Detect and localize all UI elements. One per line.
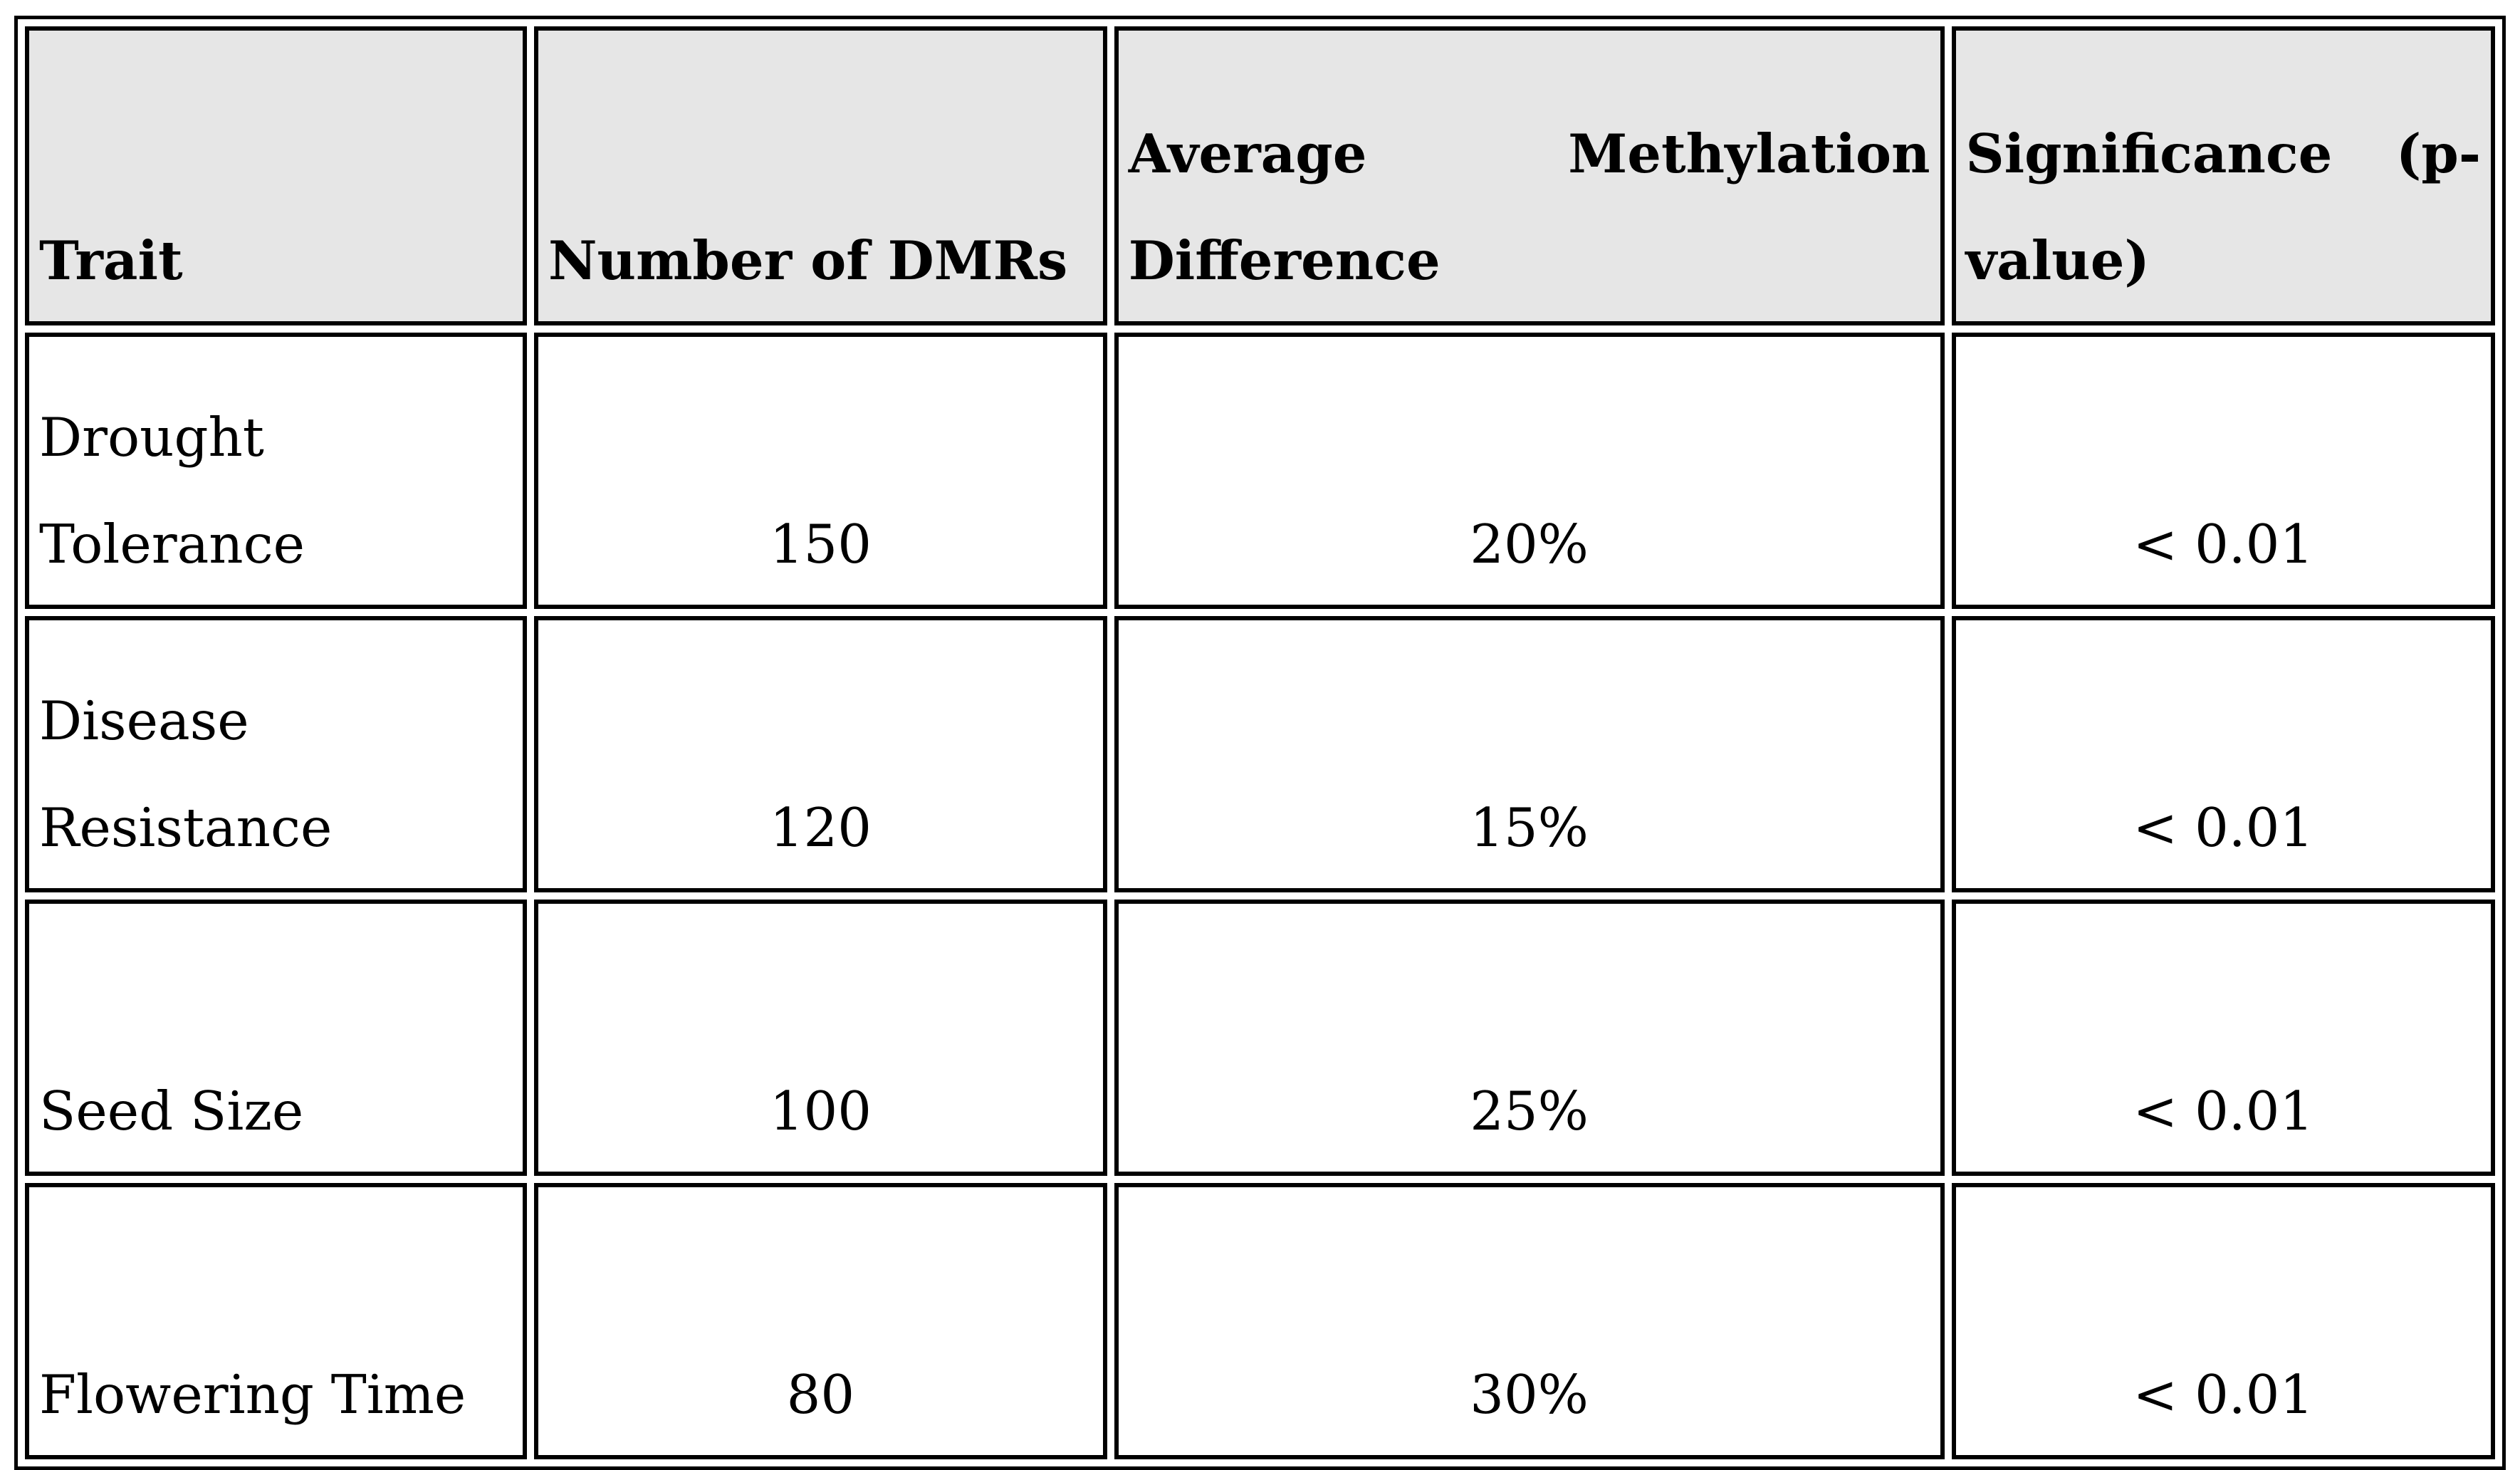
header-cell-trait: Trait [25, 26, 527, 325]
cell-dmrs: 120 [533, 616, 1107, 892]
table-row: Seed Size 100 25% < 0.01 [25, 900, 2495, 1176]
header-cell-significance: Significance (p-value) [1951, 26, 2495, 325]
cell-trait: Drought Tolerance [25, 333, 527, 609]
cell-trait: Seed Size [25, 900, 527, 1176]
cell-significance: < 0.01 [1951, 333, 2495, 609]
table-header-row: Trait Number of DMRs Average Methylation… [25, 26, 2495, 325]
cell-dmrs: 80 [533, 1183, 1107, 1459]
cell-significance: < 0.01 [1951, 900, 2495, 1176]
cell-avg-meth-diff: 15% [1114, 616, 1945, 892]
cell-dmrs: 150 [533, 333, 1107, 609]
cell-avg-meth-diff: 25% [1114, 900, 1945, 1176]
table-row: Flowering Time 80 30% < 0.01 [25, 1183, 2495, 1459]
cell-significance: < 0.01 [1951, 616, 2495, 892]
cell-significance: < 0.01 [1951, 1183, 2495, 1459]
header-cell-avg-meth-diff: Average Methylation Difference [1114, 26, 1945, 325]
cell-dmrs: 100 [533, 900, 1107, 1176]
header-cell-dmrs: Number of DMRs [533, 26, 1107, 325]
table-row: Disease Resistance 120 15% < 0.01 [25, 616, 2495, 892]
cell-trait: Disease Resistance [25, 616, 527, 892]
table-row: Drought Tolerance 150 20% < 0.01 [25, 333, 2495, 609]
dmr-results-table: Trait Number of DMRs Average Methylation… [14, 16, 2506, 1470]
cell-trait: Flowering Time [25, 1183, 527, 1459]
cell-avg-meth-diff: 20% [1114, 333, 1945, 609]
cell-avg-meth-diff: 30% [1114, 1183, 1945, 1459]
